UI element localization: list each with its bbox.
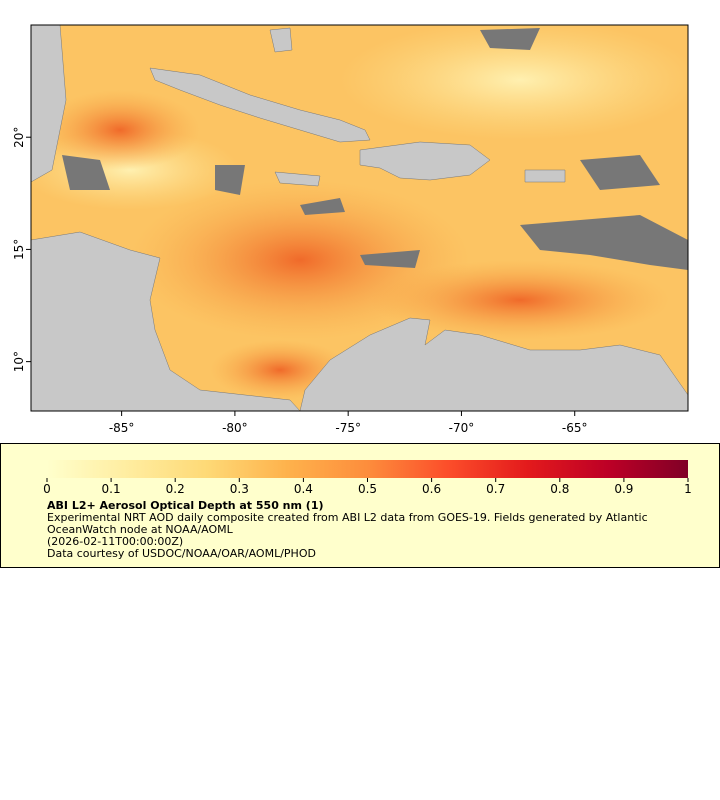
colorbar-tick-label: 0.1 (102, 482, 121, 496)
colorbar-tick-label: 0.2 (166, 482, 185, 496)
colorbar-tick-label: 0.7 (486, 482, 505, 496)
y-tick-label: 15° (12, 239, 26, 260)
y-tick-label: 10° (12, 351, 26, 372)
legend-title: ABI L2+ Aerosol Optical Depth at 550 nm … (47, 499, 324, 512)
map-image (31, 25, 688, 411)
x-tick-label: -70° (449, 421, 475, 435)
colorbar-tick-label: 0.3 (230, 482, 249, 496)
colorbar-tick-label: 0.6 (422, 482, 441, 496)
caption: ABI L2+ Aerosol Optical Depth at 550 nm … (47, 500, 687, 560)
colorbar-tick-label: 1 (684, 482, 692, 496)
map-frame (30, 24, 689, 412)
colorbar-tick-label: 0.9 (614, 482, 633, 496)
colorbar-tick-label: 0.5 (358, 482, 377, 496)
colorbar-tick-label: 0 (43, 482, 51, 496)
map: -85° -80° -75° -70° -65° 10° 15° 20° 0 0.1 0.2 0.3 0… (12, 24, 692, 496)
y-tick-label: 20° (12, 127, 26, 148)
x-tick-label: -65° (562, 421, 588, 435)
x-tick-label: -85° (109, 421, 135, 435)
x-tick-label: -80° (222, 421, 248, 435)
legend-description: Experimental NRT AOD daily composite cre… (47, 511, 648, 536)
legend-credit: Data courtesy of USDOC/NOAA/OAR/AOML/PHO… (47, 547, 316, 560)
colorbar-tick-label: 0.4 (294, 482, 313, 496)
legend-time: (2026-02-11T00:00:00Z) (47, 535, 184, 548)
colorbar (47, 460, 688, 478)
x-tick-label: -75° (335, 421, 361, 435)
colorbar-tick-label: 0.8 (550, 482, 569, 496)
